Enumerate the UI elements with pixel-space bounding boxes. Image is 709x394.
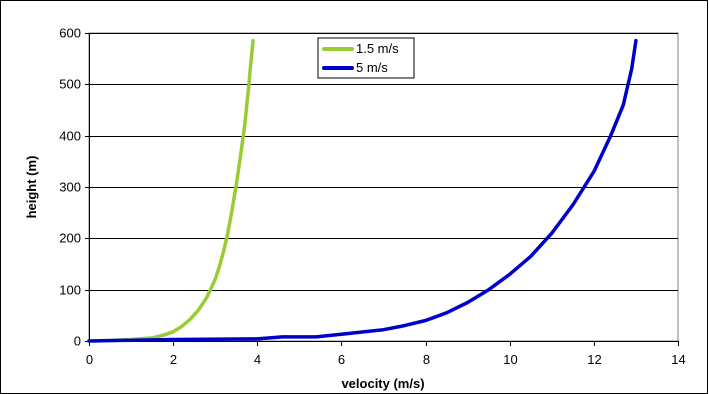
series-line-5-m-s [87,38,638,343]
legend-label-5-m-s: 5 m/s [356,60,388,75]
y-tick-label-100: 100 [59,283,81,298]
tick-labels: 0 100 200 300 400 500 600 0 2 4 6 8 10 12 14 [59,26,685,368]
x-axis-title: velocity (m/s) [341,376,424,391]
y-axis-title: height (m) [24,156,39,219]
x-tick-label-6: 6 [338,352,345,367]
x-tick-label-8: 8 [423,352,430,367]
x-tick-label-12: 12 [587,352,601,367]
y-tick-label-500: 500 [59,77,81,92]
legend-label-1-5-m-s: 1.5 m/s [356,41,399,56]
y-tick-label-0: 0 [74,334,81,349]
axes [85,33,679,346]
x-tick-label-10: 10 [503,352,517,367]
x-tick-label-2: 2 [170,352,177,367]
series-line-1-5-m-s [87,38,255,343]
y-tick-label-300: 300 [59,180,81,195]
y-tick-label-400: 400 [59,129,81,144]
series-lines [87,38,638,343]
x-tick-label-14: 14 [671,352,685,367]
legend-box [317,37,415,79]
legend: 1.5 m/s 5 m/s [317,37,415,79]
x-tick-label-0: 0 [86,352,93,367]
x-tick-label-4: 4 [254,352,261,367]
y-tick-label-600: 600 [59,26,81,41]
gridlines [89,33,678,291]
y-tick-label-200: 200 [59,231,81,246]
